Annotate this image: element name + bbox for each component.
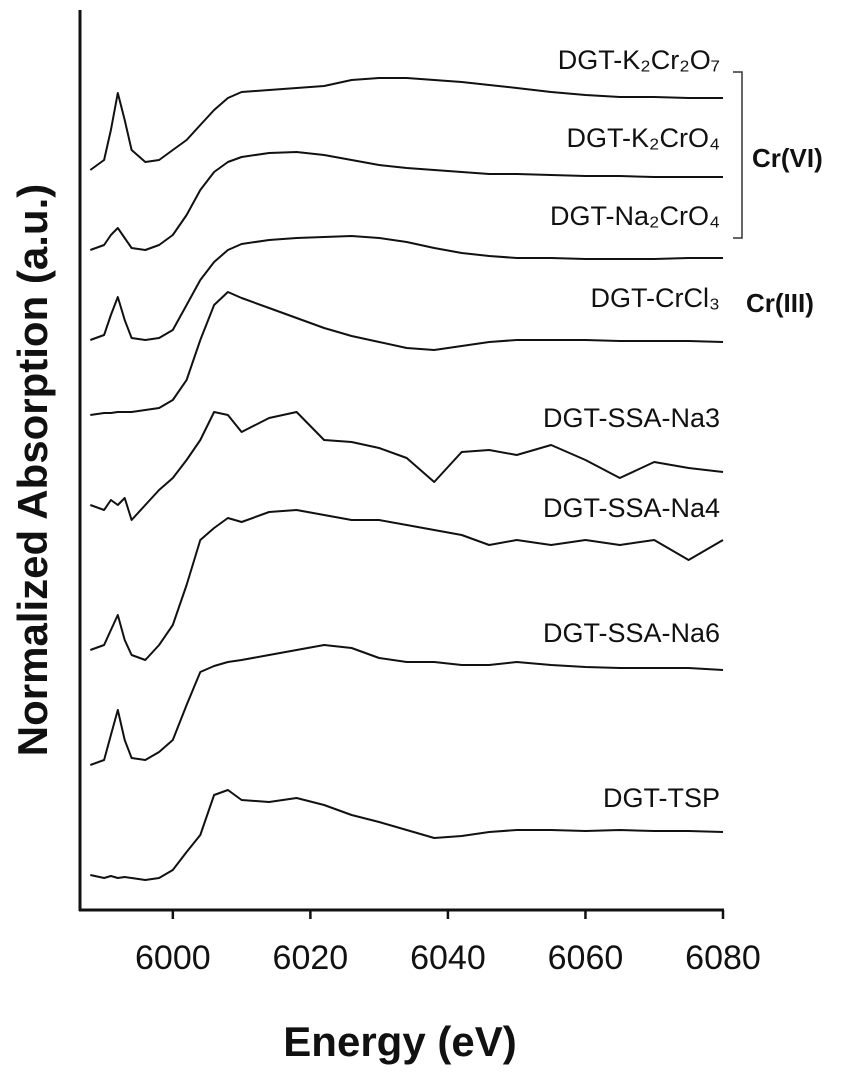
spectrum-line xyxy=(89,151,723,251)
x-tick-label: 6000 xyxy=(135,939,211,977)
series-label: DGT-K₂CrO₄ xyxy=(567,123,721,153)
bracket xyxy=(733,71,743,239)
x-tick-label: 6040 xyxy=(410,939,486,977)
spectrum-line xyxy=(89,509,724,661)
series-label: DGT-SSA-Na4 xyxy=(543,493,720,523)
series-label: DGT-Na₂CrO₄ xyxy=(550,201,720,231)
spectrum-line xyxy=(89,411,724,521)
spectrum-line xyxy=(89,235,723,341)
series-label: DGT-SSA-Na6 xyxy=(543,618,720,648)
annotation: Cr(VI) xyxy=(752,143,823,173)
y-axis-title: Normalized Absorption (a.u.) xyxy=(9,184,56,756)
series-label: DGT-CrCl₃ xyxy=(591,283,720,313)
series-label: DGT-TSP xyxy=(603,783,720,813)
spectrum-line xyxy=(90,291,724,416)
x-tick-label: 6080 xyxy=(685,939,761,977)
spectrum-line xyxy=(90,789,724,881)
x-axis-title: Energy (eV) xyxy=(283,1018,516,1065)
x-tick-label: 6020 xyxy=(273,939,349,977)
spectrum-line xyxy=(89,77,723,171)
series-label: DGT-K₂Cr₂O₇ xyxy=(558,45,720,75)
annotation: Cr(III) xyxy=(746,288,814,318)
series-label: DGT-SSA-Na3 xyxy=(543,403,720,433)
spectrum-line xyxy=(89,644,724,766)
x-tick-label: 6060 xyxy=(548,939,624,977)
